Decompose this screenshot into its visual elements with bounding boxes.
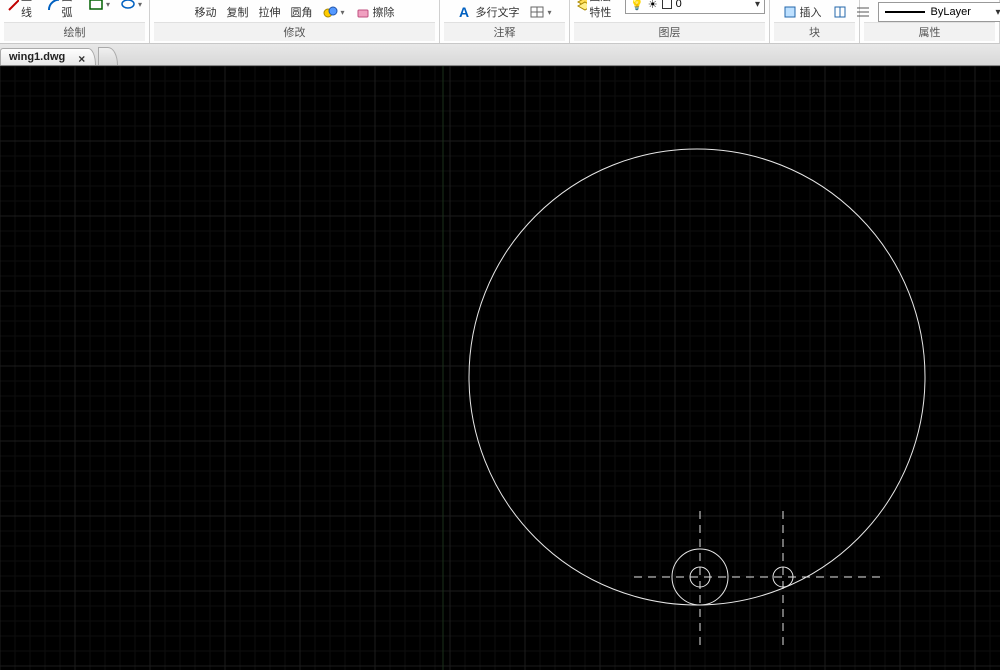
layer-dropdown[interactable]: 💡 ☀ 0 ▾ bbox=[625, 0, 765, 14]
panel-block: 插入 块 bbox=[770, 0, 860, 43]
ellipse-button[interactable]: ▾ bbox=[117, 0, 145, 14]
lightbulb-icon: 💡 bbox=[630, 0, 644, 11]
chevron-down-icon: ▾ bbox=[995, 7, 1000, 18]
chevron-down-icon: ▾ bbox=[755, 0, 760, 10]
layerprops-button[interactable]: 图层特性 bbox=[574, 0, 621, 22]
block-edit-button[interactable] bbox=[829, 2, 851, 22]
sun-icon: ☀ bbox=[648, 0, 658, 11]
mtext-label: 多行文字 bbox=[475, 4, 519, 20]
linetype-name: ByLayer bbox=[931, 6, 971, 18]
panel-layer: 图层特性 💡 ☀ 0 ▾ 图层 bbox=[570, 0, 770, 43]
panel-props-title: 属性 bbox=[864, 22, 995, 41]
erase-button[interactable]: 擦除 bbox=[352, 2, 398, 22]
document-tabbar: wing1.dwg × bbox=[0, 44, 1000, 66]
panel-modify: 移动 复制 拉伸 圆角 ▾ 擦除 修改 bbox=[150, 0, 440, 43]
mtext-button[interactable]: A 多行文字 bbox=[454, 2, 522, 22]
arc-label: 圆弧 bbox=[61, 0, 77, 20]
group-button[interactable]: ▾ bbox=[319, 2, 347, 22]
svg-text:A: A bbox=[459, 4, 469, 20]
arc-button[interactable]: 圆弧 bbox=[44, 0, 80, 22]
layer-current-name: 0 bbox=[676, 0, 682, 10]
linetype-dropdown[interactable]: ByLayer ▾ bbox=[878, 2, 1000, 22]
table-button[interactable]: ▾ bbox=[526, 2, 554, 22]
linetype-preview bbox=[885, 11, 925, 13]
panel-layer-title: 图层 bbox=[574, 22, 765, 41]
fillet-button[interactable]: 圆角 bbox=[287, 2, 315, 22]
line-button[interactable]: 直线 bbox=[4, 0, 40, 22]
cad-svg bbox=[0, 66, 1000, 670]
line-label: 直线 bbox=[21, 0, 37, 20]
layerprops-label: 图层特性 bbox=[589, 0, 618, 20]
panel-props: ByLayer ▾ 属性 bbox=[860, 0, 1000, 43]
insert-button[interactable]: 插入 bbox=[779, 2, 825, 22]
panel-draw: 直线 圆弧 ▾ ▾ 绘制 bbox=[0, 0, 150, 43]
new-tab-button[interactable] bbox=[98, 47, 118, 65]
close-icon[interactable]: × bbox=[78, 52, 85, 66]
panel-annot: A 多行文字 ▾ 注释 bbox=[440, 0, 570, 43]
move-button[interactable]: 移动 bbox=[191, 2, 219, 22]
insert-label: 插入 bbox=[800, 4, 822, 20]
copy-button[interactable]: 复制 bbox=[223, 2, 251, 22]
panel-annot-title: 注释 bbox=[444, 22, 565, 41]
stretch-button[interactable]: 拉伸 bbox=[255, 2, 283, 22]
drawing-canvas[interactable] bbox=[0, 66, 1000, 670]
ribbon: 直线 圆弧 ▾ ▾ 绘制 移动 复制 拉伸 圆角 ▾ bbox=[0, 0, 1000, 44]
panel-draw-title: 绘制 bbox=[4, 22, 145, 41]
props-icon-button[interactable] bbox=[852, 2, 874, 22]
panel-block-title: 块 bbox=[774, 22, 855, 41]
layer-color-swatch bbox=[662, 0, 672, 9]
rectangle-button[interactable]: ▾ bbox=[85, 0, 113, 14]
panel-modify-title: 修改 bbox=[154, 22, 435, 41]
erase-label: 擦除 bbox=[373, 4, 395, 20]
tab-active[interactable]: wing1.dwg × bbox=[0, 48, 96, 65]
tab-label: wing1.dwg bbox=[9, 51, 65, 63]
